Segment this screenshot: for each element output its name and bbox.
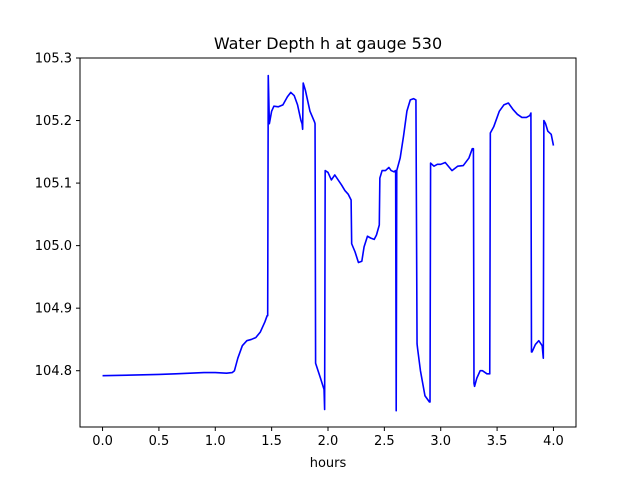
y-tick-label: 105.0 (35, 239, 72, 254)
y-tick-label: 105.1 (35, 177, 72, 192)
y-tick-label: 104.8 (35, 364, 72, 379)
x-tick-label: 0.5 (149, 434, 170, 449)
chart-title: Water Depth h at gauge 530 (214, 34, 442, 53)
y-tick-label: 105.3 (35, 52, 72, 67)
x-axis: 0.0 0.5 1.0 1.5 2.0 2.5 3.0 3.5 4.0 (92, 427, 564, 449)
x-tick-label: 1.5 (261, 434, 282, 449)
x-tick-label: 4.0 (543, 434, 564, 449)
y-axis: 104.8 104.9 105.0 105.1 105.2 105.3 (35, 52, 80, 379)
plot-frame (79, 57, 577, 428)
x-tick-label: 3.0 (430, 434, 451, 449)
x-tick-label: 2.0 (318, 434, 339, 449)
x-tick-label: 1.0 (205, 434, 226, 449)
x-tick-label: 3.5 (487, 434, 508, 449)
y-tick-label: 104.9 (35, 302, 72, 317)
x-tick-label: 0.0 (92, 434, 113, 449)
y-tick-label: 105.2 (35, 114, 72, 129)
x-axis-label: hours (310, 456, 347, 471)
series-line-0 (102, 74, 555, 412)
plot-area (102, 74, 555, 412)
x-tick-label: 2.5 (374, 434, 395, 449)
